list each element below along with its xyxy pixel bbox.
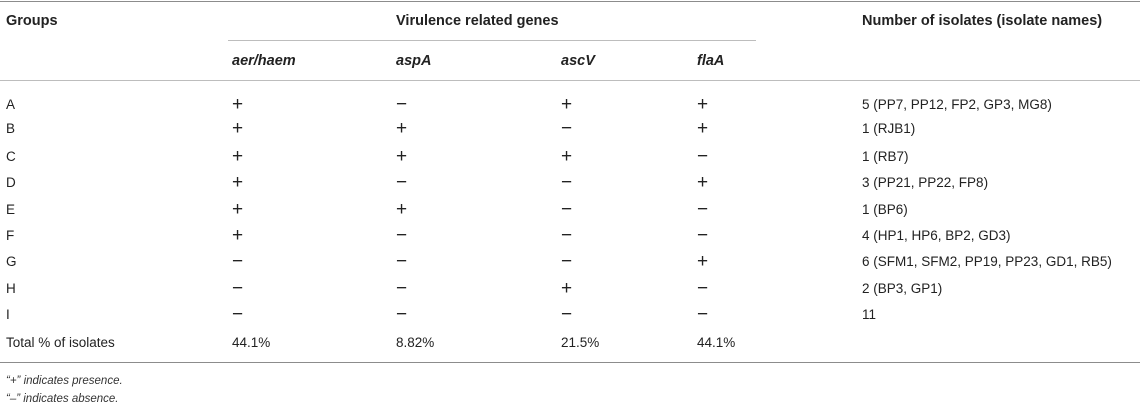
- row-group-label: D: [6, 175, 16, 190]
- cell-aer-haem: +: [232, 199, 244, 220]
- row-group-label: A: [6, 97, 16, 112]
- cell-ascV: +: [561, 94, 573, 115]
- cell-ascV: −: [561, 304, 573, 325]
- cell-aer-haem: +: [232, 172, 244, 193]
- cell-ascV: −: [561, 225, 573, 246]
- header-groups: Groups: [6, 13, 58, 29]
- cell-aer-haem: −: [232, 304, 244, 325]
- cell-flaA: +: [697, 118, 709, 139]
- cell-isolates: 3 (PP21, PP22, FP8): [862, 175, 989, 190]
- footnote-presence: “+” indicates presence.: [6, 375, 123, 387]
- cell-flaA: +: [697, 172, 709, 193]
- cell-aspA: −: [396, 225, 408, 246]
- cell-ascV: −: [561, 251, 573, 272]
- cell-aspA: −: [396, 278, 408, 299]
- cell-aer-haem: +: [232, 94, 244, 115]
- cell-aer-haem: +: [232, 146, 244, 167]
- cell-aer-haem: +: [232, 225, 244, 246]
- header-virulence-genes: Virulence related genes: [396, 13, 559, 29]
- row-group-label: H: [6, 281, 16, 296]
- footnote-absence: “–” indicates absence.: [6, 393, 119, 405]
- cell-aer-haem: −: [232, 278, 244, 299]
- header-gene-aer-haem: aer/haem: [232, 53, 296, 69]
- cell-flaA: +: [697, 94, 709, 115]
- table-header-rule: [0, 80, 1140, 81]
- virulence-header-rule: [228, 40, 756, 41]
- cell-ascV: +: [561, 146, 573, 167]
- cell-flaA: −: [697, 304, 709, 325]
- cell-ascV: −: [561, 199, 573, 220]
- row-group-label: I: [6, 307, 10, 322]
- cell-aspA: −: [396, 94, 408, 115]
- cell-isolates: 1 (RB7): [862, 149, 909, 164]
- total-flaA: 44.1%: [697, 335, 736, 350]
- cell-ascV: −: [561, 172, 573, 193]
- cell-isolates: 4 (HP1, HP6, BP2, GD3): [862, 228, 1011, 243]
- cell-aspA: +: [396, 146, 408, 167]
- cell-aspA: +: [396, 199, 408, 220]
- cell-ascV: +: [561, 278, 573, 299]
- row-group-label: F: [6, 228, 15, 243]
- total-aspA: 8.82%: [396, 335, 435, 350]
- row-group-label: B: [6, 121, 16, 136]
- cell-aer-haem: +: [232, 118, 244, 139]
- cell-aer-haem: −: [232, 251, 244, 272]
- table-top-rule: [0, 1, 1140, 2]
- cell-flaA: −: [697, 199, 709, 220]
- header-gene-ascV: ascV: [561, 53, 595, 69]
- table-bottom-rule: [0, 362, 1140, 363]
- cell-aspA: −: [396, 172, 408, 193]
- cell-flaA: −: [697, 146, 709, 167]
- cell-isolates: 5 (PP7, PP12, FP2, GP3, MG8): [862, 97, 1052, 112]
- cell-aspA: −: [396, 251, 408, 272]
- header-gene-flaA: flaA: [697, 53, 725, 69]
- cell-aspA: +: [396, 118, 408, 139]
- cell-aspA: −: [396, 304, 408, 325]
- cell-flaA: +: [697, 251, 709, 272]
- cell-isolates: 1 (BP6): [862, 202, 908, 217]
- row-group-label: C: [6, 149, 16, 164]
- total-aer-haem: 44.1%: [232, 335, 271, 350]
- cell-isolates: 6 (SFM1, SFM2, PP19, PP23, GD1, RB5): [862, 254, 1112, 269]
- row-group-label: E: [6, 202, 16, 217]
- cell-isolates: 11: [862, 307, 877, 322]
- total-label: Total % of isolates: [6, 335, 115, 350]
- cell-isolates: 1 (RJB1): [862, 121, 916, 136]
- cell-flaA: −: [697, 225, 709, 246]
- header-gene-aspA: aspA: [396, 53, 432, 69]
- total-ascV: 21.5%: [561, 335, 600, 350]
- cell-flaA: −: [697, 278, 709, 299]
- row-group-label: G: [6, 254, 17, 269]
- cell-isolates: 2 (BP3, GP1): [862, 281, 943, 296]
- header-number-of-isolates: Number of isolates (isolate names): [862, 13, 1103, 29]
- cell-ascV: −: [561, 118, 573, 139]
